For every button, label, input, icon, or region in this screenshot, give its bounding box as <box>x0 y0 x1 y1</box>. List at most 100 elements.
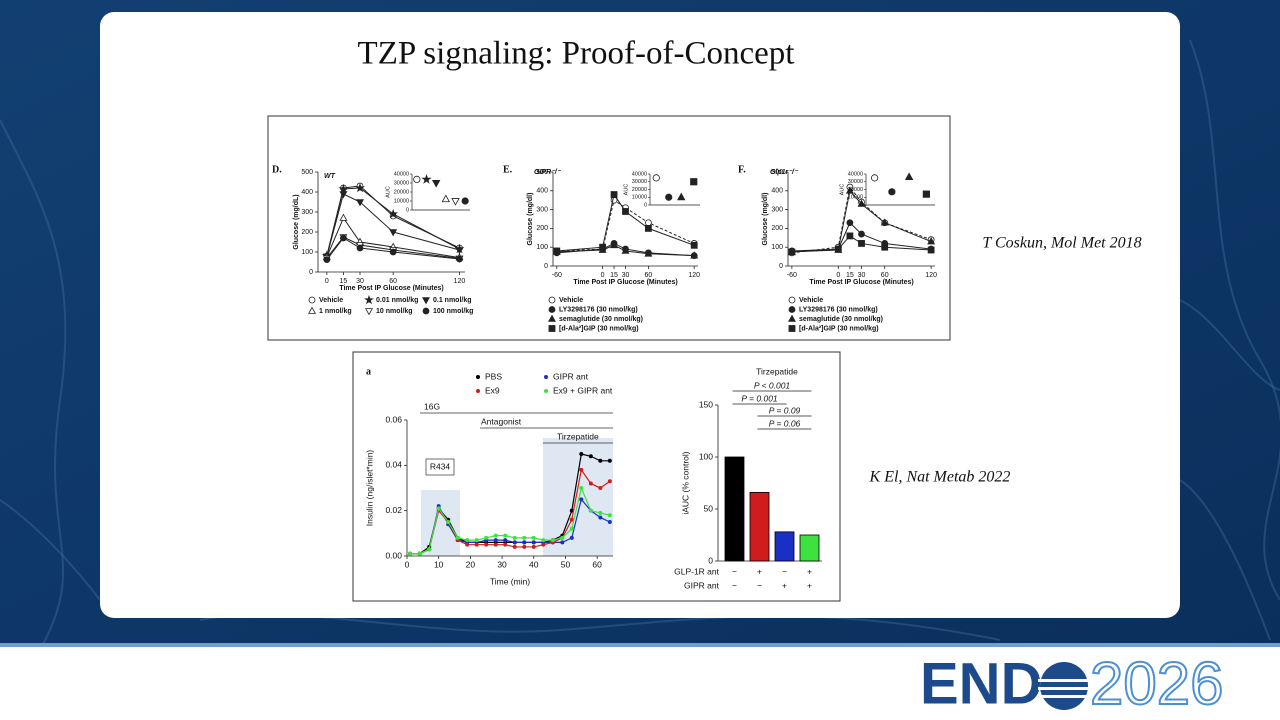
x-tick-label: -60 <box>787 272 797 279</box>
marker <box>484 535 489 540</box>
legend-marker <box>548 306 556 313</box>
marker <box>621 246 630 254</box>
legend-label: Vehicle <box>559 297 583 304</box>
marker <box>579 485 584 490</box>
panel-label: E. <box>503 164 513 175</box>
legend-marker <box>422 307 430 315</box>
marker <box>610 240 619 249</box>
x-tick-label: 30 <box>858 272 866 279</box>
marker <box>881 243 889 251</box>
marker <box>665 193 673 201</box>
marker <box>465 542 470 547</box>
marker <box>598 485 603 490</box>
marker <box>560 540 565 545</box>
row-value: + <box>807 566 812 576</box>
marker <box>474 538 479 543</box>
marker <box>408 551 413 556</box>
inset-y-label: AUC <box>839 184 845 196</box>
legend-marker <box>308 296 316 304</box>
genotype-label: GIPR⁻/⁻ <box>534 169 562 176</box>
y-tick-label: 0.02 <box>385 505 402 515</box>
marker <box>389 229 398 237</box>
x-tick-label: -60 <box>552 272 562 279</box>
legend-label: Vehicle <box>319 297 343 304</box>
marker <box>846 232 854 240</box>
marker <box>858 230 865 238</box>
marker <box>579 497 584 502</box>
legend-label: PBS <box>485 371 502 381</box>
inset-y-tick-label: 30000 <box>394 180 409 186</box>
y-tick-label: 300 <box>536 206 548 213</box>
marker <box>339 191 348 199</box>
series-line <box>410 468 611 555</box>
legend-label: LY3298176 (30 nmol/kg) <box>559 306 638 313</box>
row-value: − <box>782 566 787 576</box>
legend-label: LY3298176 (30 nmol/kg) <box>799 306 878 313</box>
marker <box>503 533 508 538</box>
marker <box>607 513 612 518</box>
marker <box>431 180 441 188</box>
marker <box>446 520 451 525</box>
series-line <box>556 193 695 252</box>
legend-label: semaglutide (30 nmol/kg) <box>559 316 643 323</box>
logo-text: END <box>920 651 1042 716</box>
x-axis-label: Time Post IP Glucose (Minutes) <box>573 279 677 286</box>
marker <box>512 544 517 549</box>
panel-label: D. <box>272 164 282 175</box>
marker <box>588 508 593 513</box>
legend-marker <box>788 325 796 332</box>
legend-label: Ex9 <box>485 385 500 395</box>
x-tick-label: 30 <box>356 278 364 285</box>
marker <box>493 533 498 538</box>
x-tick-label: 60 <box>389 278 397 285</box>
marker <box>522 535 527 540</box>
marker <box>436 506 441 511</box>
marker <box>355 182 365 193</box>
marker <box>871 174 879 182</box>
x-tick-label: 30 <box>497 559 507 569</box>
inset-y-tick-label: 10000 <box>632 195 647 201</box>
comparison-label: P = 0.001 <box>741 393 778 403</box>
marker <box>598 458 603 463</box>
series-line <box>791 235 932 253</box>
y-axis-label: Glucose (mg/dL) <box>293 194 300 249</box>
y-tick-label: 100 <box>699 451 713 461</box>
y-tick-label: 500 <box>301 169 313 176</box>
legend-label: GIPR ant <box>553 371 589 381</box>
y-tick-label: 400 <box>301 189 313 196</box>
x-tick-label: 10 <box>434 559 444 569</box>
row-value: + <box>807 580 812 590</box>
marker <box>598 510 603 515</box>
inset-y-tick-label: 0 <box>406 207 409 213</box>
row-value: − <box>732 580 737 590</box>
marker <box>644 249 653 257</box>
x-tick-label: 120 <box>454 278 466 285</box>
y-tick-label: 0.04 <box>385 460 402 470</box>
y-tick-label: 400 <box>536 188 548 195</box>
marker <box>569 535 574 540</box>
x-tick-label: 15 <box>610 272 618 279</box>
marker <box>690 178 698 186</box>
marker <box>607 479 612 484</box>
legend-marker <box>308 306 316 314</box>
marker <box>788 248 796 256</box>
annotation: Antagonist <box>481 416 522 426</box>
inset-y-label: AUC <box>623 184 629 196</box>
marker <box>579 451 584 456</box>
y-axis-label: Insulin (ng/islet*min) <box>364 450 374 527</box>
legend-marker <box>544 388 549 393</box>
series-line <box>556 199 695 252</box>
legend-marker <box>365 308 373 316</box>
x-tick-label: 120 <box>688 272 700 279</box>
marker <box>846 219 854 227</box>
shaded-period <box>421 490 460 556</box>
y-tick-label: 0 <box>309 269 313 276</box>
marker <box>512 540 517 545</box>
legend-label: 100 nmol/kg <box>433 308 473 315</box>
x-tick-label: 20 <box>466 559 476 569</box>
x-tick-label: 60 <box>592 559 602 569</box>
marker <box>690 251 699 259</box>
marker <box>927 237 936 245</box>
marker <box>474 542 479 547</box>
